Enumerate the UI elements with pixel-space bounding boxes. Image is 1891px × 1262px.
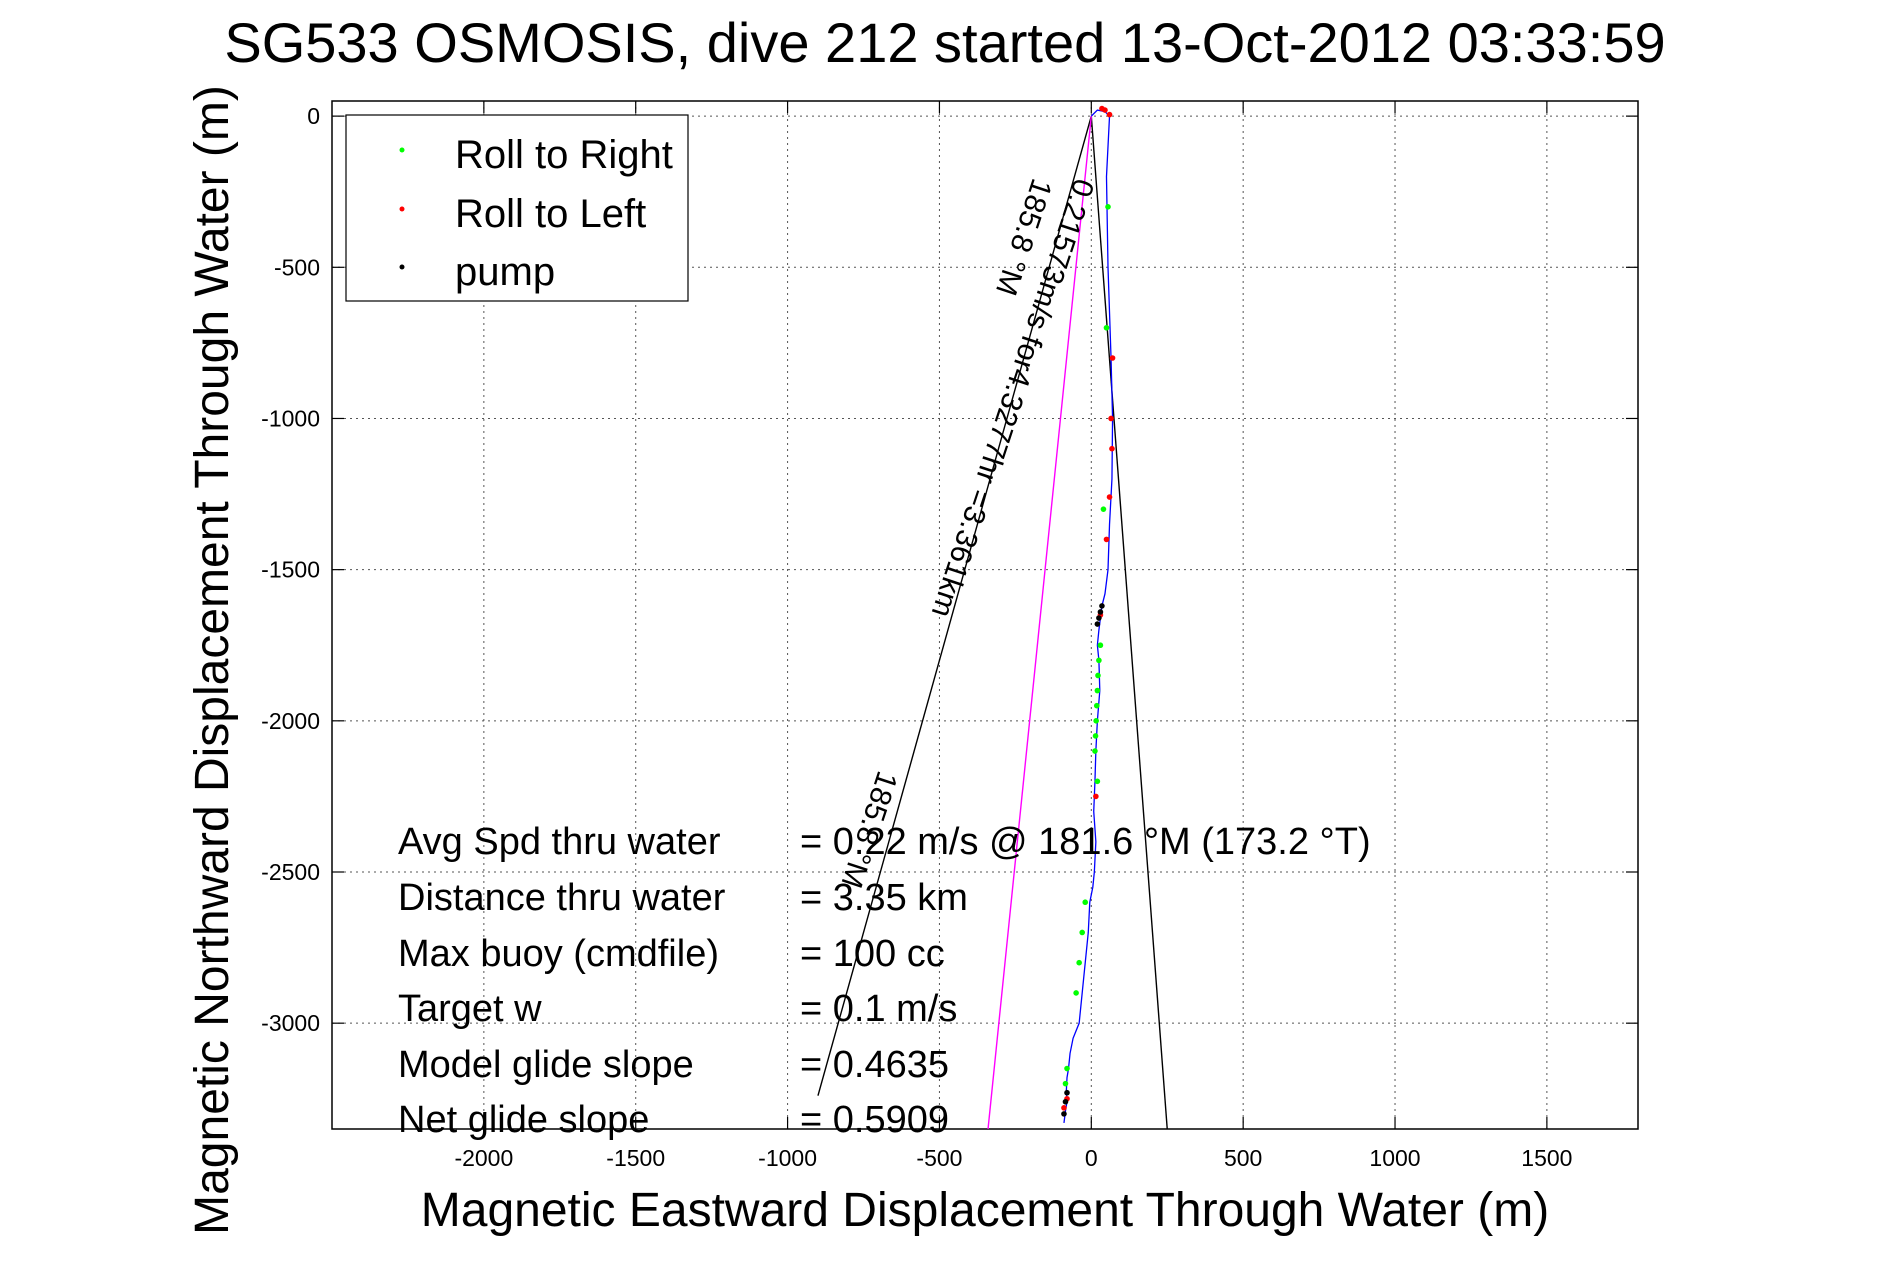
y-tick-label: -2500 xyxy=(261,859,320,885)
x-axis-label: Magnetic Eastward Displacement Through W… xyxy=(421,1184,1549,1237)
annotation-label: Distance thru water xyxy=(398,877,726,919)
legend-label: Roll to Left xyxy=(455,192,646,236)
legend-label: pump xyxy=(455,250,555,294)
roll-right-point xyxy=(1079,929,1085,936)
pump-point xyxy=(1094,621,1101,627)
y-tick-label: 0 xyxy=(307,103,320,129)
pump-point xyxy=(1061,1111,1067,1117)
roll-left-point xyxy=(1109,355,1116,361)
chart-title: SG533 OSMOSIS, dive 212 started 13-Oct-2… xyxy=(224,11,1665,74)
annotation-value: = 3.35 km xyxy=(800,877,968,919)
annotation-value: = 0.22 m/s @ 181.6 °M (173.2 °T) xyxy=(800,821,1371,863)
annotation-label: Net glide slope xyxy=(398,1099,649,1141)
y-tick-label: -3000 xyxy=(261,1010,320,1036)
roll-right-point xyxy=(1082,899,1089,906)
x-tick-label: 1000 xyxy=(1369,1145,1420,1171)
heading-line-2 xyxy=(1090,116,1168,1130)
roll-right-point xyxy=(1096,657,1102,664)
annotation-label: Target w xyxy=(398,988,542,1030)
legend-marker xyxy=(399,147,405,153)
x-tick-labels: -2000 -1500 -1000 -500 0 500 1000 1500 xyxy=(454,1145,1572,1171)
annotations: Avg Spd thru water = 0.22 m/s @ 181.6 °M… xyxy=(398,821,1371,1141)
roll-right-point xyxy=(1103,324,1110,331)
legend: Roll to Right Roll to Left pump xyxy=(345,114,689,302)
roll-left-point xyxy=(1106,111,1113,118)
x-tick-label: -1000 xyxy=(758,1145,817,1171)
pump-point xyxy=(1096,615,1102,621)
x-tick-label: -2000 xyxy=(454,1145,513,1171)
roll-left-point xyxy=(1103,536,1110,543)
annotation-value: = 100 cc xyxy=(800,933,945,975)
roll-right-point xyxy=(1094,687,1101,694)
pump-point xyxy=(1097,609,1104,615)
x-tick-label: -1500 xyxy=(606,1145,665,1171)
legend-marker xyxy=(399,264,405,270)
y-tick-label: -500 xyxy=(274,254,320,280)
roll-right-point xyxy=(1092,733,1099,739)
legend-marker xyxy=(399,206,405,212)
roll-right-point xyxy=(1062,1080,1069,1087)
roll-right-point xyxy=(1094,778,1101,785)
roll-left-point xyxy=(1109,445,1115,452)
annotation-label: Avg Spd thru water xyxy=(398,821,721,863)
roll-right-point xyxy=(1105,204,1111,210)
y-tick-labels: 0 -500 -1000 -1500 -2000 -2500 -3000 xyxy=(261,103,320,1036)
roll-right-point xyxy=(1100,506,1107,512)
x-tick-label: -500 xyxy=(916,1145,962,1171)
annotation-value: = 0.5909 xyxy=(800,1099,949,1141)
annotation-label: Model glide slope xyxy=(398,1044,694,1086)
y-tick-label: -1000 xyxy=(261,405,320,431)
roll-right-point xyxy=(1092,748,1098,754)
roll-right-point xyxy=(1093,702,1100,709)
roll-right-point xyxy=(1076,959,1082,966)
roll-left-point xyxy=(1108,415,1114,422)
roll-right-point xyxy=(1073,990,1079,996)
pump-point xyxy=(1099,603,1105,609)
annotation-value: = 0.1 m/s xyxy=(800,988,957,1030)
legend-label: Roll to Right xyxy=(455,133,673,177)
roll-right-point xyxy=(1093,718,1099,724)
y-tick-label: -2000 xyxy=(261,708,320,734)
pump-point xyxy=(1062,1098,1069,1105)
roll-left-point xyxy=(1106,494,1113,500)
marker-series xyxy=(1061,105,1116,1117)
y-axis-label: Magnetic Northward Displacement Through … xyxy=(186,85,239,1235)
heading-lines xyxy=(817,115,1168,1130)
x-tick-label: 0 xyxy=(1085,1145,1098,1171)
annotation-label: Max buoy (cmdfile) xyxy=(398,933,719,975)
annotation-value: = 0.4635 xyxy=(800,1044,949,1086)
roll-right-point xyxy=(1095,672,1101,679)
roll-right-point xyxy=(1064,1065,1070,1072)
roll-left-point xyxy=(1093,793,1099,800)
roll-left-point xyxy=(1102,107,1108,113)
roll-right-point xyxy=(1097,642,1104,649)
roll-left-point xyxy=(1061,1105,1067,1111)
x-tick-label: 1500 xyxy=(1521,1145,1572,1171)
y-tick-label: -1500 xyxy=(261,557,320,583)
pump-point xyxy=(1064,1089,1070,1096)
x-tick-label: 500 xyxy=(1224,1145,1262,1171)
current-line xyxy=(987,116,1092,1130)
current-vector-line xyxy=(987,116,1092,1130)
axis-ticks xyxy=(332,101,1638,1129)
heading-line-1 xyxy=(817,115,1092,1096)
